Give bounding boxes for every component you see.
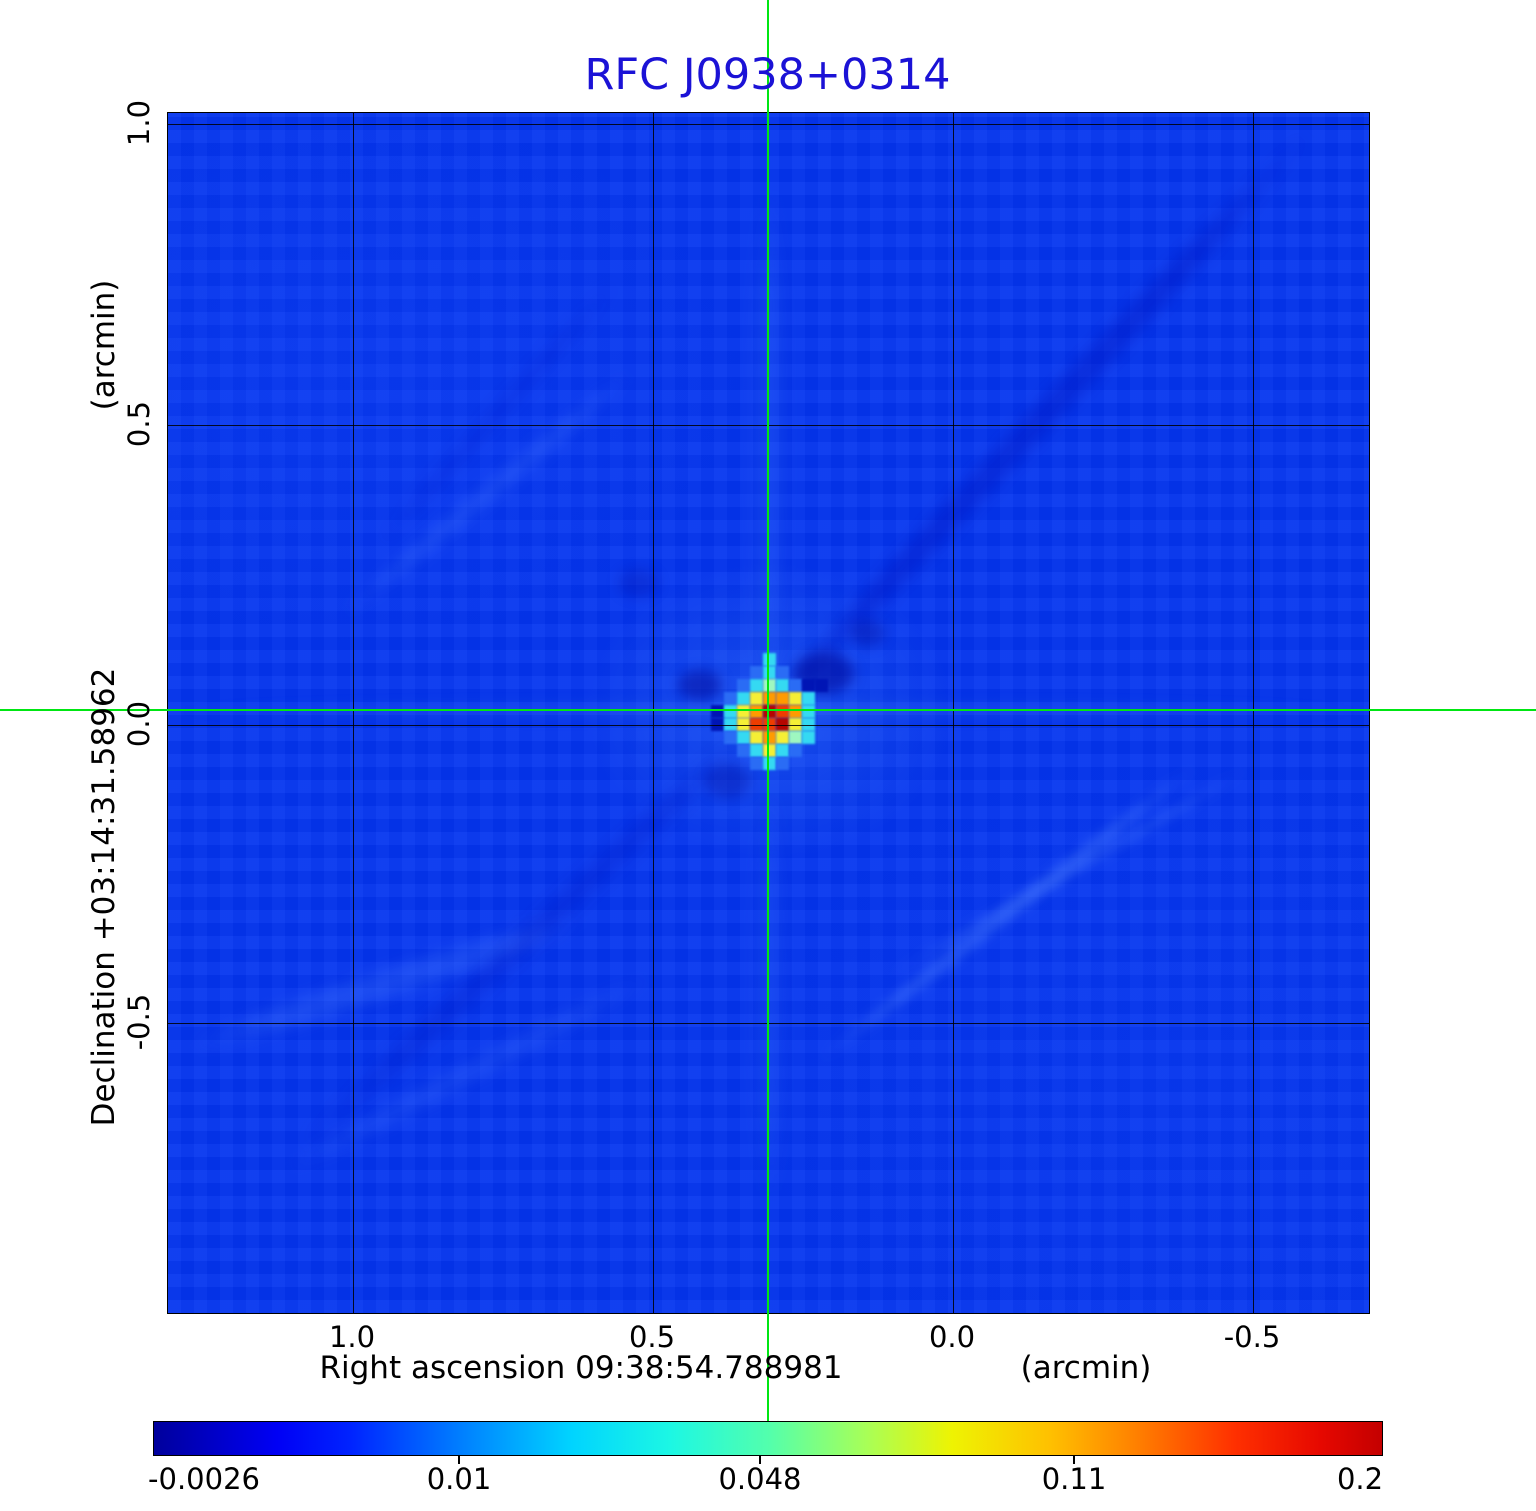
- plot-title: RFC J0938+0314: [584, 50, 951, 100]
- colorbar-gradient: [153, 1421, 1383, 1456]
- crosshair-horizontal-line: [0, 709, 1536, 711]
- source-pixel: [736, 743, 750, 757]
- source-pixel: [710, 717, 724, 731]
- source-pixel: [801, 730, 815, 744]
- source-pixel: [736, 704, 750, 718]
- source-pixel: [814, 678, 828, 692]
- source-pixel: [749, 717, 763, 731]
- source-pixel: [775, 743, 789, 757]
- source-pixel: [723, 730, 737, 744]
- source-pixel: [775, 704, 789, 718]
- source-pixel: [723, 691, 737, 705]
- negative-sidelobe-patch: [618, 569, 658, 597]
- source-pixel: [749, 730, 763, 744]
- y-axis-label: Declination +03:14:31.58962: [86, 667, 122, 1127]
- negative-sidelobe-patch: [851, 620, 885, 646]
- source-pixel: [788, 717, 802, 731]
- source-pixel: [762, 756, 776, 770]
- sidelobe-streak: [756, 183, 782, 703]
- source-pixel: [788, 730, 802, 744]
- source-pixel: [775, 678, 789, 692]
- source-pixel: [749, 704, 763, 718]
- y-tick-label: 1.0: [122, 99, 156, 147]
- source-pixel: [788, 704, 802, 718]
- source-pixel: [762, 665, 776, 679]
- source-pixel: [801, 691, 815, 705]
- source-pixel: [749, 678, 763, 692]
- source-pixel: [749, 756, 763, 770]
- source-pixel: [801, 717, 815, 731]
- source-pixel: [736, 717, 750, 731]
- source-pixel: [788, 743, 802, 757]
- sidelobe-streak: [740, 122, 1320, 740]
- source-pixel: [762, 743, 776, 757]
- source-pixel: [723, 704, 737, 718]
- source-pixel: [736, 691, 750, 705]
- source-pixel: [762, 652, 776, 666]
- colorbar-tick-label: 0.2: [1336, 1462, 1384, 1496]
- source-pixel: [736, 678, 750, 692]
- y-axis-unit-label: (arcmin): [86, 279, 122, 411]
- source-pixel: [762, 704, 776, 718]
- gridline-vertical: [353, 113, 354, 1313]
- x-tick-label: -0.5: [1223, 1320, 1281, 1354]
- source-pixel: [762, 691, 776, 705]
- source-pixel: [775, 717, 789, 731]
- colorbar-tick-label: 0.01: [426, 1462, 492, 1496]
- source-pixel: [749, 691, 763, 705]
- y-tick-label: -0.5: [122, 993, 156, 1051]
- sidelobe-streak: [883, 763, 1253, 983]
- colorbar-tick: [458, 1456, 460, 1464]
- gridline-vertical: [653, 113, 654, 1313]
- source-pixel: [788, 691, 802, 705]
- source-pixel: [736, 730, 750, 744]
- negative-sidelobe-patch: [678, 670, 722, 700]
- x-axis-label: Right ascension 09:38:54.788981: [319, 1350, 843, 1386]
- y-tick-label: 0.5: [122, 400, 156, 448]
- source-pixel: [723, 717, 737, 731]
- source-pixel: [749, 665, 763, 679]
- source-pixel: [762, 730, 776, 744]
- y-tick-label: 0.0: [122, 700, 156, 748]
- colorbar-tick: [1073, 1456, 1075, 1464]
- colorbar-tick-label: 0.048: [718, 1462, 802, 1496]
- source-pixel: [775, 756, 789, 770]
- negative-sidelobe-patch: [705, 764, 751, 798]
- source-pixel: [775, 730, 789, 744]
- x-tick-label: 0.5: [628, 1320, 676, 1354]
- x-tick-label: 1.0: [328, 1320, 376, 1354]
- colorbar-tick-label: 0.11: [1041, 1462, 1107, 1496]
- source-pixel: [762, 717, 776, 731]
- source-pixel: [801, 678, 815, 692]
- colorbar-tick-label: -0.0026: [148, 1462, 260, 1496]
- sidelobe-streak: [758, 783, 780, 1203]
- source-pixel: [762, 678, 776, 692]
- source-pixel: [749, 743, 763, 757]
- source-pixel: [788, 678, 802, 692]
- source-pixel: [801, 704, 815, 718]
- sidelobe-streak: [336, 363, 640, 623]
- colorbar-tick: [759, 1456, 761, 1464]
- source-pixel: [775, 665, 789, 679]
- source-pixel: [710, 704, 724, 718]
- x-axis-unit-label: (arcmin): [1020, 1350, 1152, 1386]
- source-pixel: [775, 691, 789, 705]
- gridline-vertical: [1253, 113, 1254, 1313]
- gridline-vertical: [953, 113, 954, 1313]
- x-tick-label: 0.0: [928, 1320, 976, 1354]
